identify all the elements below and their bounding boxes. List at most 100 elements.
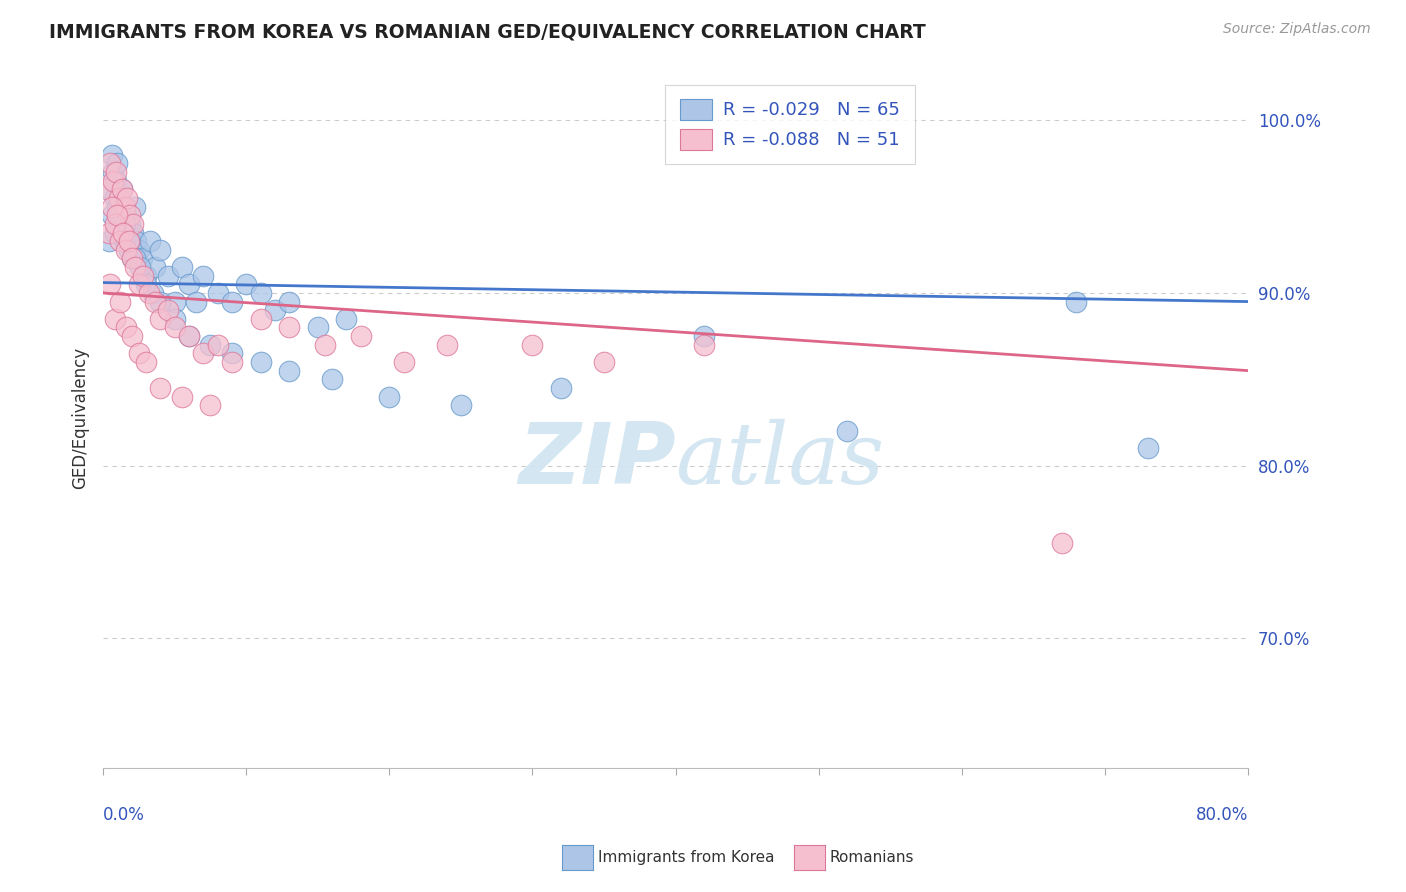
Point bbox=[98, 277, 121, 292]
Point bbox=[249, 285, 271, 300]
Point bbox=[122, 226, 145, 240]
Point bbox=[1050, 536, 1073, 550]
Text: IMMIGRANTS FROM KOREA VS ROMANIAN GED/EQUIVALENCY CORRELATION CHART: IMMIGRANTS FROM KOREA VS ROMANIAN GED/EQ… bbox=[49, 22, 927, 41]
Point bbox=[107, 156, 129, 170]
Text: atlas: atlas bbox=[675, 418, 884, 501]
Point bbox=[307, 320, 329, 334]
Point bbox=[156, 268, 179, 283]
Point bbox=[101, 165, 124, 179]
Point bbox=[186, 294, 208, 309]
Point bbox=[278, 294, 301, 309]
Point bbox=[98, 182, 121, 196]
Point bbox=[101, 174, 124, 188]
Point bbox=[121, 329, 143, 343]
Point bbox=[200, 398, 222, 412]
Text: ZIP: ZIP bbox=[517, 418, 675, 501]
Point bbox=[143, 260, 166, 274]
Point bbox=[321, 372, 343, 386]
Point bbox=[135, 355, 157, 369]
Point bbox=[121, 252, 143, 266]
Point bbox=[263, 303, 285, 318]
Point bbox=[121, 252, 143, 266]
Point bbox=[378, 390, 401, 404]
Point bbox=[129, 260, 152, 274]
Point bbox=[149, 311, 172, 326]
Point bbox=[249, 355, 271, 369]
Point bbox=[128, 243, 150, 257]
Point bbox=[105, 174, 128, 188]
Point bbox=[193, 346, 215, 360]
Point bbox=[221, 346, 243, 360]
Point bbox=[350, 329, 373, 343]
Point bbox=[450, 398, 472, 412]
Point bbox=[115, 208, 138, 222]
Point bbox=[593, 355, 616, 369]
Point bbox=[131, 252, 153, 266]
Point bbox=[97, 226, 120, 240]
Point bbox=[156, 303, 179, 318]
Point bbox=[105, 165, 128, 179]
Point bbox=[128, 277, 150, 292]
Point bbox=[149, 243, 172, 257]
Point bbox=[100, 200, 122, 214]
Point bbox=[837, 424, 859, 438]
Point bbox=[98, 156, 121, 170]
Point bbox=[114, 234, 136, 248]
Point bbox=[96, 182, 118, 196]
Point bbox=[100, 208, 122, 222]
Point bbox=[138, 285, 160, 300]
Point bbox=[108, 200, 131, 214]
Point bbox=[139, 234, 162, 248]
Point bbox=[107, 200, 129, 214]
Point bbox=[278, 364, 301, 378]
Point bbox=[100, 148, 122, 162]
Point bbox=[163, 320, 186, 334]
Point bbox=[115, 243, 138, 257]
Point bbox=[142, 285, 165, 300]
Point bbox=[108, 191, 131, 205]
Point bbox=[177, 329, 200, 343]
Point bbox=[207, 337, 229, 351]
Point bbox=[149, 381, 172, 395]
Point bbox=[103, 191, 125, 205]
Point bbox=[177, 277, 200, 292]
Text: Immigrants from Korea: Immigrants from Korea bbox=[598, 850, 775, 864]
Point bbox=[249, 311, 271, 326]
Point bbox=[278, 320, 301, 334]
Point bbox=[111, 182, 134, 196]
Point bbox=[122, 217, 145, 231]
Point bbox=[124, 252, 146, 266]
Point bbox=[117, 191, 139, 205]
Point bbox=[103, 217, 125, 231]
Point bbox=[110, 234, 132, 248]
Point bbox=[125, 234, 148, 248]
Point bbox=[135, 268, 157, 283]
Point bbox=[135, 277, 157, 292]
Point bbox=[132, 268, 155, 283]
Point bbox=[170, 260, 193, 274]
Y-axis label: GED/Equivalency: GED/Equivalency bbox=[72, 347, 89, 489]
Point bbox=[120, 217, 142, 231]
Point bbox=[207, 285, 229, 300]
Point bbox=[107, 208, 129, 222]
Point bbox=[163, 311, 186, 326]
Point bbox=[693, 337, 716, 351]
Text: Source: ZipAtlas.com: Source: ZipAtlas.com bbox=[1223, 22, 1371, 37]
Point bbox=[114, 217, 136, 231]
Point bbox=[124, 260, 146, 274]
Point bbox=[124, 200, 146, 214]
Point bbox=[314, 337, 336, 351]
Point bbox=[103, 226, 125, 240]
Point bbox=[436, 337, 458, 351]
Point bbox=[193, 268, 215, 283]
Point bbox=[522, 337, 544, 351]
Point bbox=[111, 182, 134, 196]
Point bbox=[120, 208, 142, 222]
Point bbox=[693, 329, 716, 343]
Point bbox=[550, 381, 572, 395]
Point bbox=[103, 311, 125, 326]
Legend: R = -0.029   N = 65, R = -0.088   N = 51: R = -0.029 N = 65, R = -0.088 N = 51 bbox=[665, 85, 914, 164]
Point bbox=[128, 346, 150, 360]
Point bbox=[110, 294, 132, 309]
Point bbox=[112, 226, 135, 240]
